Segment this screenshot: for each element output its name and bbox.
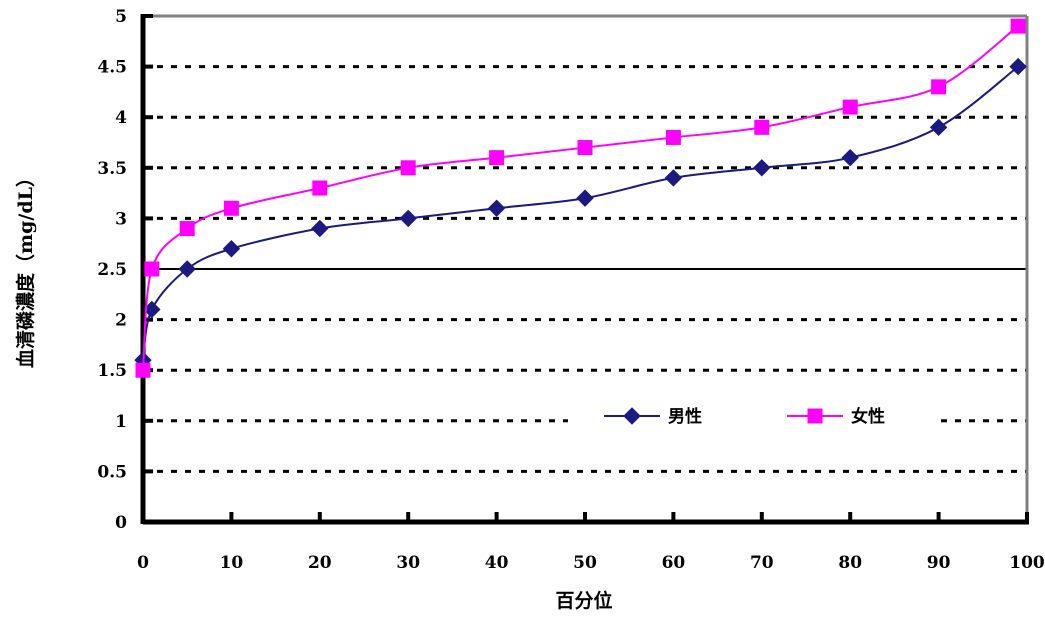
y-axis-title: 血清磷濃度（mg/dL）	[14, 168, 37, 368]
data-point	[576, 189, 594, 207]
x-tick-label: 0	[137, 553, 149, 573]
plot-frame	[143, 14, 1029, 522]
legend-label: 女性	[851, 406, 885, 427]
data-point	[577, 140, 593, 156]
data-point	[399, 209, 417, 228]
x-tick-label: 50	[573, 553, 597, 573]
x-tick-labels: 0 10 20 30 40 50 60 70 80 90 100	[137, 553, 1045, 573]
axes	[140, 14, 1029, 525]
data-point	[842, 99, 858, 115]
data-point	[223, 200, 239, 216]
x-tick-label: 40	[485, 553, 509, 573]
data-point	[665, 129, 681, 145]
x-tick-label: 90	[927, 553, 951, 573]
data-point	[312, 180, 328, 196]
data-point	[1009, 57, 1027, 76]
data-point	[222, 240, 241, 258]
x-tick-label: 80	[838, 553, 862, 573]
data-point	[753, 159, 771, 177]
y-tick-labels: 0 0.5 1 1.5 2 2.5 3 3.5 4 4.5 5	[97, 7, 127, 533]
data-point	[929, 118, 948, 137]
y-tick-label: 4	[115, 108, 127, 128]
legend: 男性 女性	[568, 380, 938, 454]
y-tick-label: 2	[115, 311, 127, 331]
series-line	[142, 65, 1019, 361]
data-point	[664, 169, 683, 187]
x-tick-label: 60	[662, 553, 686, 573]
data-point	[487, 199, 506, 217]
y-tick-label: 4.5	[97, 58, 127, 78]
data-point	[311, 219, 329, 238]
gridlines	[143, 65, 1027, 473]
y-tick-label: 3	[115, 209, 127, 229]
data-point	[841, 148, 859, 167]
legend-marker	[807, 408, 823, 424]
series-1	[134, 57, 1027, 369]
data-point	[178, 260, 196, 278]
x-tick-label: 70	[750, 553, 774, 573]
y-tick-label: 2.5	[97, 260, 127, 280]
data-point	[135, 362, 151, 378]
y-tick-label: 0.5	[97, 462, 127, 482]
x-tick-label: 100	[1009, 553, 1045, 573]
data-point	[400, 160, 416, 176]
series-layer	[134, 18, 1027, 378]
x-axis-title: 百分位	[555, 589, 612, 612]
data-point	[489, 150, 505, 166]
x-tick-label: 20	[308, 553, 332, 573]
x-tick-label: 10	[220, 553, 244, 573]
y-tick-label: 3.5	[97, 159, 127, 179]
x-tick-label: 30	[396, 553, 420, 573]
y-tick-label: 0	[115, 513, 127, 533]
data-point	[754, 119, 770, 135]
data-point	[931, 79, 947, 95]
legend-marker	[623, 407, 641, 425]
data-point	[1010, 18, 1026, 34]
series-2	[135, 18, 1026, 378]
y-tick-label: 5	[115, 7, 127, 27]
y-tick-label: 1	[115, 412, 127, 432]
data-point	[179, 221, 195, 237]
y-tick-label: 1.5	[97, 361, 127, 381]
data-point	[144, 261, 160, 277]
legend-label: 男性	[668, 406, 702, 427]
